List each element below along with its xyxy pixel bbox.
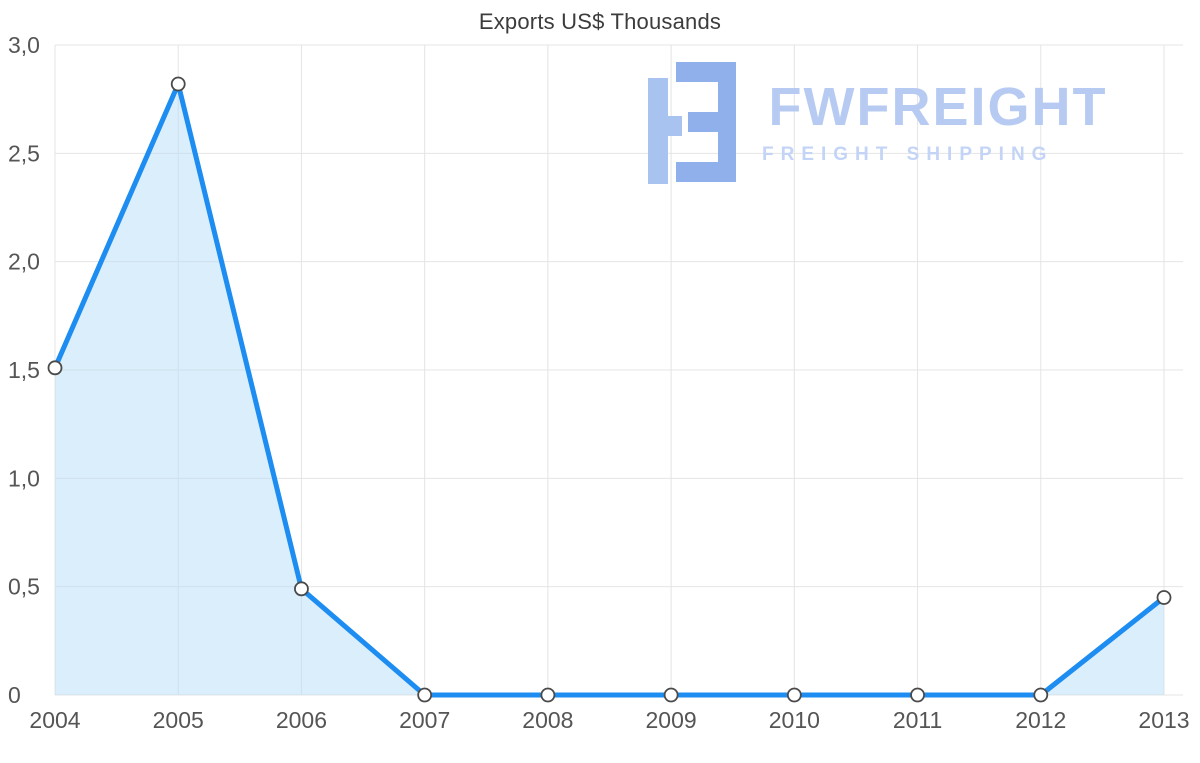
y-axis-tick-label: 3,0 — [8, 32, 40, 58]
data-point-marker-2007[interactable] — [417, 687, 433, 703]
y-axis-tick-label: 2,5 — [8, 140, 40, 166]
data-point-marker-2008[interactable] — [540, 687, 556, 703]
x-axis-tick-label: 2006 — [276, 707, 327, 733]
data-point-marker-2011[interactable] — [910, 687, 925, 703]
series-area-fill — [55, 84, 1164, 695]
x-axis-tick-label: 2005 — [153, 707, 204, 733]
data-point-marker-2009[interactable] — [663, 687, 679, 703]
x-axis-tick-label: 2011 — [893, 707, 942, 733]
data-point-marker-2006[interactable] — [294, 581, 309, 597]
x-axis-tick-label: 2012 — [1015, 707, 1066, 733]
data-point-marker-2013[interactable] — [1156, 590, 1172, 605]
x-axis-tick-label: 2010 — [769, 707, 820, 733]
x-axis-tick-label: 2004 — [29, 707, 80, 733]
x-axis-tick-label: 2013 — [1138, 707, 1189, 733]
x-axis-tick-label: 2009 — [646, 707, 697, 733]
x-axis-tick-label: 2007 — [399, 707, 450, 733]
chart-title: Exports US$ Thousands — [478, 9, 722, 34]
series-line — [52, 81, 1167, 698]
y-axis-tick-label: 1,0 — [8, 465, 40, 491]
y-axis-tick-label: 0 — [8, 682, 21, 708]
y-axis-tick-label: 0,5 — [8, 574, 40, 600]
data-point-marker-2004[interactable] — [47, 360, 63, 376]
x-axis-tick-label: 2008 — [522, 707, 573, 733]
y-axis-tick-label: 2,0 — [8, 249, 40, 275]
data-point-marker-2005[interactable] — [170, 76, 186, 92]
data-point-marker-2012[interactable] — [1033, 687, 1049, 703]
data-point-marker-2010[interactable] — [786, 687, 802, 703]
y-axis-tick-label: 1,5 — [8, 357, 40, 383]
